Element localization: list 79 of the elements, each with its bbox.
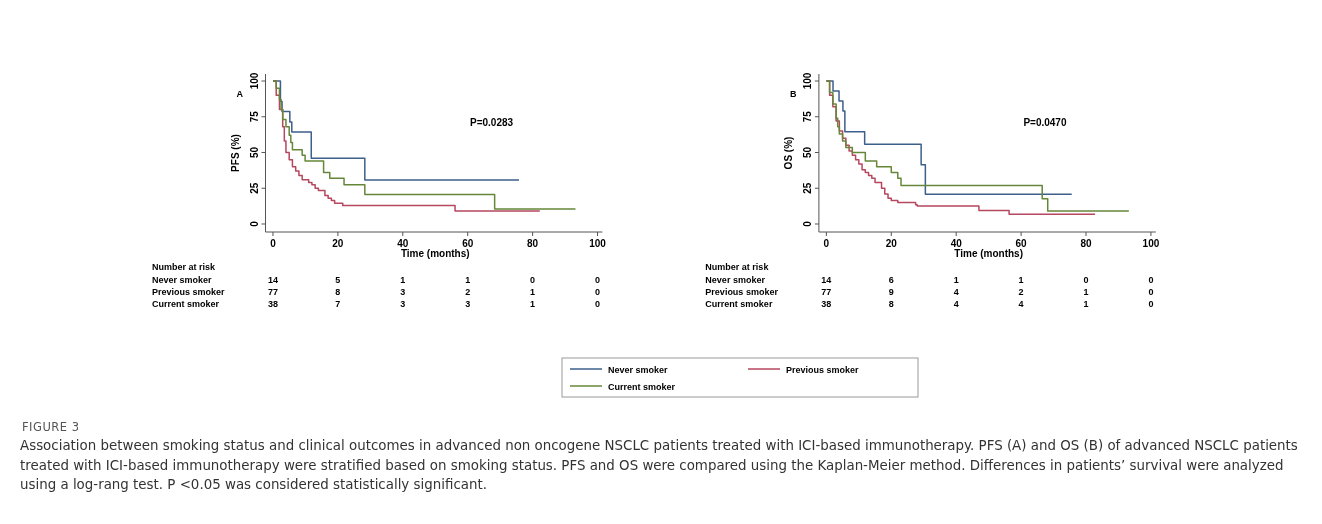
text: 1: [1083, 287, 1089, 297]
y-tick-label: 50: [248, 146, 260, 159]
text: B: [789, 89, 797, 99]
text: 1: [1083, 299, 1089, 309]
annotation: P=0.0283: [470, 117, 514, 128]
text: Number at risk: [151, 262, 216, 272]
text: 9: [888, 287, 894, 297]
y-tick-label: 25: [801, 182, 813, 194]
text: 3: [465, 299, 471, 309]
text: 0: [595, 275, 601, 285]
x-tick-label: 80: [1080, 238, 1093, 249]
y-tick-label: 75: [248, 110, 260, 123]
text: 38: [821, 299, 832, 309]
y-tick-label: 0: [801, 220, 813, 227]
legend-label: Previous smoker: [786, 364, 860, 375]
text: 14: [267, 275, 278, 285]
x-tick-label: 20: [332, 238, 344, 249]
annotation: P=0.0470: [1023, 117, 1067, 128]
y-tick-label: 25: [248, 182, 260, 194]
text: 77: [267, 287, 278, 297]
text: 4: [953, 299, 959, 309]
text: 7: [335, 299, 341, 309]
x-tick-label: 0: [823, 238, 830, 249]
text: A: [236, 89, 244, 99]
text: Current smoker: [705, 299, 773, 309]
x-tick-label: 100: [1142, 238, 1160, 249]
text: 3: [400, 299, 406, 309]
text: 8: [335, 287, 341, 297]
x-tick-label: 60: [1015, 238, 1028, 249]
text: 3: [400, 287, 406, 297]
x-tick-label: 100: [589, 238, 607, 249]
text: Number at risk: [705, 262, 770, 272]
text: Association between smoking status and clinical outcomes in advanced non oncogene NSCLC patients treated with ICI-based immunotherapy. PFS (A) and OS (B) of advanced NSCLC patients treated with ICI-based immunotherapy were stratified based on smoking status. PFS and OS were compared using the Kaplan-Meier method. Differences in patients’ survival were analyzed using a log-rang test. P <0.05 was considered statistically significant.: [20, 437, 1299, 494]
x-tick-label: 80: [527, 238, 539, 249]
text: 77: [821, 287, 832, 297]
text: 1: [400, 275, 406, 285]
text: 0: [530, 275, 536, 285]
y-tick-label: 75: [801, 110, 813, 123]
text: 0: [595, 287, 601, 297]
legend-label: Current smoker: [608, 381, 676, 392]
text: 2: [1018, 287, 1024, 297]
text: 4: [1018, 299, 1024, 309]
text: Previous smoker: [705, 287, 779, 297]
text: Current smoker: [151, 299, 220, 309]
text: 1: [1018, 275, 1024, 285]
text: 1: [465, 275, 471, 285]
x-tick-label: 40: [397, 238, 409, 249]
text: 1: [953, 275, 959, 285]
text: 2: [465, 287, 471, 297]
y-tick-label: 0: [248, 220, 260, 227]
y-tick-label: 50: [801, 146, 813, 159]
x-tick-label: 0: [270, 238, 277, 249]
text: 0: [1148, 287, 1154, 297]
text: Previous smoker: [151, 287, 225, 297]
text: 8: [888, 299, 894, 309]
text: 0: [1148, 299, 1154, 309]
text: 1: [530, 287, 536, 297]
x-tick-label: 20: [885, 238, 898, 249]
caption: FIGURE 3: [22, 420, 80, 434]
text: 38: [267, 299, 278, 309]
legend-label: Never smoker: [608, 364, 669, 375]
y-axis-title: OS (%): [782, 136, 794, 170]
text: Never smoker: [151, 275, 212, 285]
text: 0: [1148, 275, 1154, 285]
text: 14: [821, 275, 832, 285]
x-axis-title: Time (months): [400, 248, 470, 259]
text: 0: [1083, 275, 1089, 285]
y-tick-label: 100: [248, 72, 260, 90]
y-tick-label: 100: [801, 72, 813, 90]
text: Never smoker: [705, 275, 766, 285]
y-axis-title: PFS (%): [229, 134, 241, 172]
x-tick-label: 40: [950, 238, 963, 249]
x-tick-label: 60: [462, 238, 474, 249]
x-axis-title: Time (months): [954, 248, 1024, 259]
text: 1: [530, 299, 536, 309]
text: 6: [888, 275, 894, 285]
text: 0: [595, 299, 601, 309]
text: 5: [335, 275, 341, 285]
text: 4: [953, 287, 959, 297]
